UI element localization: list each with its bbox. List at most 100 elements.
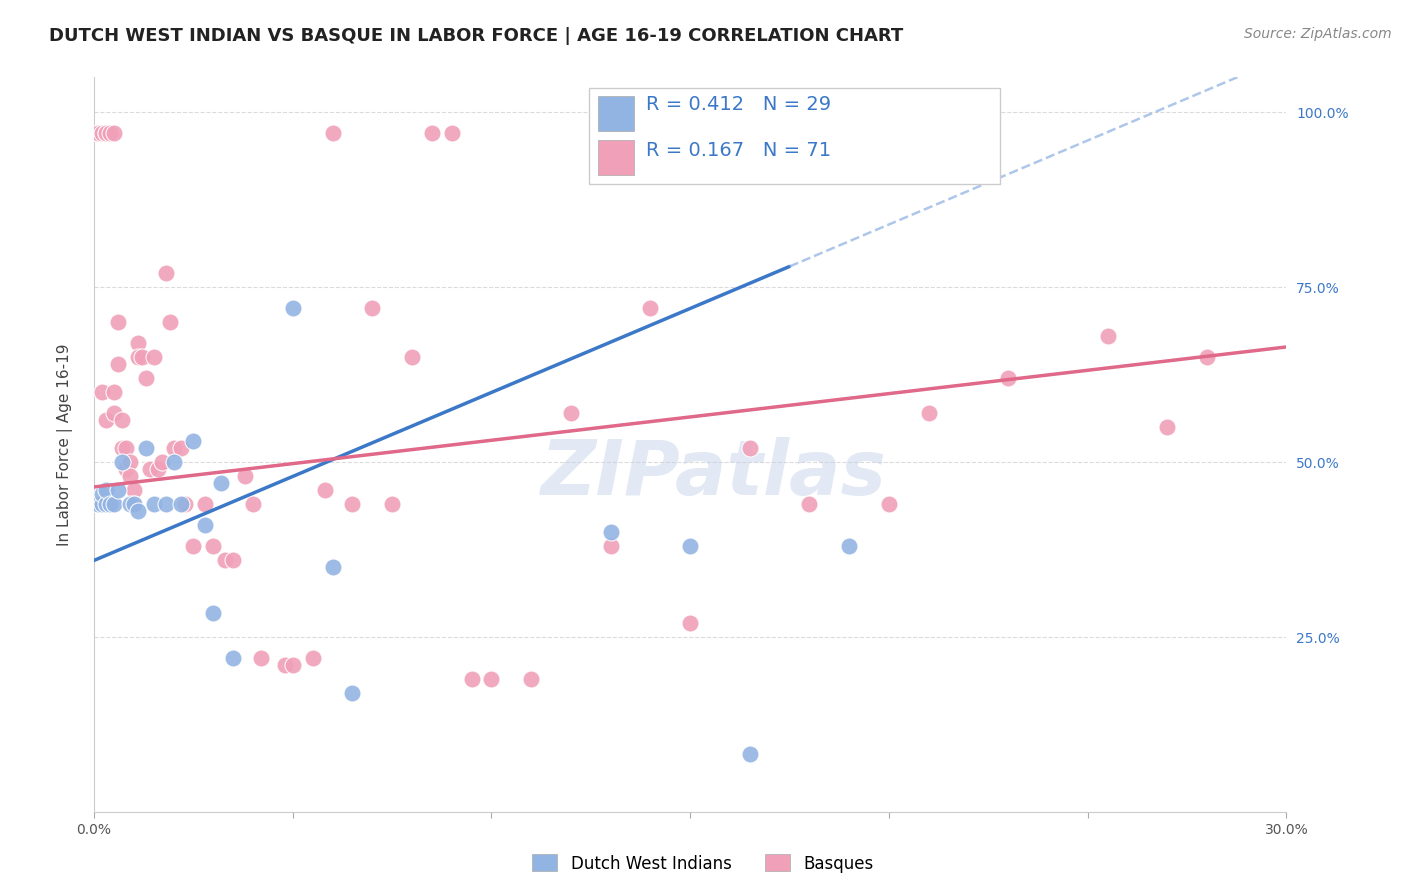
Point bbox=[460, 673, 482, 687]
Point bbox=[127, 504, 149, 518]
Point bbox=[194, 518, 217, 533]
Point bbox=[146, 462, 169, 476]
Point bbox=[87, 127, 110, 141]
Point bbox=[202, 606, 225, 620]
Point bbox=[162, 442, 184, 456]
Point bbox=[321, 127, 343, 141]
Point bbox=[799, 498, 821, 512]
Point bbox=[127, 351, 149, 365]
Point bbox=[98, 498, 121, 512]
Point bbox=[170, 442, 193, 456]
Point bbox=[91, 127, 114, 141]
Point bbox=[94, 498, 117, 512]
Point bbox=[214, 553, 236, 567]
FancyBboxPatch shape bbox=[599, 95, 634, 131]
Point bbox=[91, 487, 114, 501]
Point bbox=[87, 498, 110, 512]
Point bbox=[997, 371, 1019, 385]
Point bbox=[107, 358, 129, 372]
Point bbox=[103, 498, 125, 512]
Point bbox=[98, 127, 121, 141]
Point bbox=[738, 747, 761, 762]
Point bbox=[162, 455, 184, 469]
Point bbox=[599, 540, 621, 554]
Point bbox=[1097, 329, 1119, 343]
Point bbox=[281, 658, 304, 673]
Point bbox=[138, 462, 160, 476]
Point bbox=[107, 315, 129, 329]
Point bbox=[114, 462, 136, 476]
Text: R = 0.167   N = 71: R = 0.167 N = 71 bbox=[647, 142, 831, 161]
FancyBboxPatch shape bbox=[599, 140, 634, 175]
Point bbox=[87, 498, 110, 512]
Point bbox=[481, 673, 503, 687]
Point bbox=[131, 351, 153, 365]
Point bbox=[314, 483, 336, 498]
Point bbox=[142, 498, 165, 512]
Point bbox=[560, 406, 582, 420]
Point bbox=[202, 540, 225, 554]
Point bbox=[281, 301, 304, 316]
Point bbox=[111, 455, 134, 469]
Point bbox=[599, 525, 621, 540]
Point bbox=[114, 442, 136, 456]
Point bbox=[738, 442, 761, 456]
Point bbox=[174, 498, 197, 512]
Point bbox=[918, 406, 941, 420]
Point bbox=[91, 385, 114, 400]
Point bbox=[103, 406, 125, 420]
Point bbox=[127, 336, 149, 351]
Point bbox=[361, 301, 384, 316]
Point bbox=[233, 469, 256, 483]
Point bbox=[94, 127, 117, 141]
Point bbox=[142, 351, 165, 365]
Point bbox=[250, 651, 273, 665]
Point bbox=[94, 127, 117, 141]
Point bbox=[520, 673, 543, 687]
Point bbox=[877, 498, 900, 512]
Point bbox=[1156, 420, 1178, 434]
Point bbox=[122, 498, 145, 512]
Text: R = 0.412   N = 29: R = 0.412 N = 29 bbox=[647, 95, 831, 114]
Point bbox=[111, 413, 134, 427]
Point bbox=[342, 498, 364, 512]
Point bbox=[98, 498, 121, 512]
Text: Source: ZipAtlas.com: Source: ZipAtlas.com bbox=[1244, 27, 1392, 41]
Point bbox=[155, 267, 177, 281]
Point bbox=[1195, 351, 1218, 365]
Point bbox=[155, 498, 177, 512]
Point bbox=[242, 498, 264, 512]
Point bbox=[301, 651, 323, 665]
Point bbox=[111, 442, 134, 456]
Point bbox=[87, 127, 110, 141]
Text: DUTCH WEST INDIAN VS BASQUE IN LABOR FORCE | AGE 16-19 CORRELATION CHART: DUTCH WEST INDIAN VS BASQUE IN LABOR FOR… bbox=[49, 27, 904, 45]
Point bbox=[135, 371, 157, 385]
Point bbox=[838, 540, 860, 554]
Point bbox=[222, 553, 245, 567]
Point bbox=[122, 483, 145, 498]
Point bbox=[94, 483, 117, 498]
Point bbox=[342, 686, 364, 700]
Point bbox=[103, 385, 125, 400]
FancyBboxPatch shape bbox=[589, 88, 1000, 184]
Point bbox=[209, 476, 232, 491]
Point bbox=[194, 498, 217, 512]
Point bbox=[170, 498, 193, 512]
Legend: Dutch West Indians, Basques: Dutch West Indians, Basques bbox=[526, 847, 880, 880]
Point bbox=[183, 540, 205, 554]
Point bbox=[679, 616, 702, 631]
Point bbox=[440, 127, 463, 141]
Point bbox=[122, 498, 145, 512]
Point bbox=[87, 127, 110, 141]
Point bbox=[420, 127, 443, 141]
Point bbox=[222, 651, 245, 665]
Point bbox=[640, 301, 662, 316]
Point bbox=[159, 315, 181, 329]
Point bbox=[183, 434, 205, 449]
Point bbox=[135, 442, 157, 456]
Point bbox=[94, 413, 117, 427]
Point bbox=[91, 498, 114, 512]
Point bbox=[118, 498, 141, 512]
Point bbox=[321, 560, 343, 574]
Point bbox=[274, 658, 297, 673]
